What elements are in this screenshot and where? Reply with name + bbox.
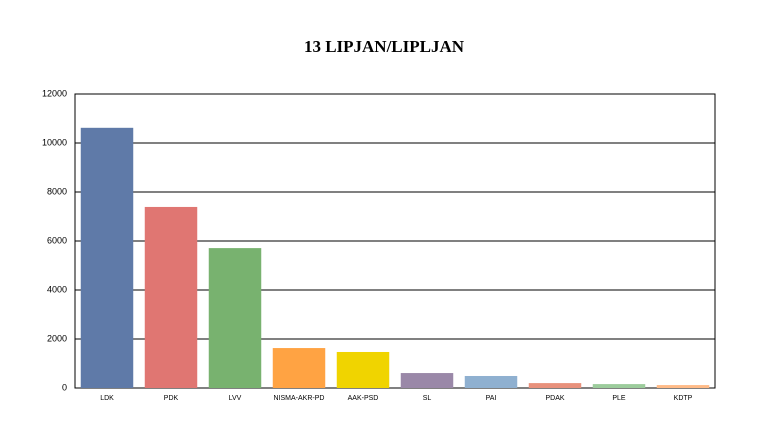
y-tick-label: 0 (62, 382, 67, 392)
bar (272, 348, 326, 388)
bar (528, 383, 582, 388)
bar (400, 373, 454, 388)
x-tick-label: PAI (486, 395, 497, 402)
bar (80, 127, 134, 388)
bar (592, 384, 646, 388)
x-tick-label: PLE (612, 395, 626, 402)
y-tick-label: 6000 (47, 235, 67, 245)
chart-title: 13 LIPJAN/LIPLJAN (304, 37, 465, 56)
bar (464, 375, 518, 388)
x-tick-label: NISMA-AKR-PD (274, 395, 325, 402)
x-tick-label: AAK-PSD (348, 395, 379, 402)
y-tick-label: 10000 (42, 137, 67, 147)
x-tick-label: LVV (229, 395, 242, 402)
y-tick-label: 4000 (47, 284, 67, 294)
x-tick-label: KDTP (674, 395, 693, 402)
y-tick-label: 8000 (47, 186, 67, 196)
bar (336, 351, 390, 388)
x-tick-label: SL (423, 395, 432, 402)
x-tick-label: PDAK (545, 395, 564, 402)
x-tick-label: PDK (164, 395, 179, 402)
bar (656, 385, 710, 388)
bar (208, 248, 262, 388)
bar (144, 206, 198, 388)
y-tick-label: 2000 (47, 333, 67, 343)
x-tick-label: LDK (100, 395, 114, 402)
y-tick-label: 12000 (42, 88, 67, 98)
